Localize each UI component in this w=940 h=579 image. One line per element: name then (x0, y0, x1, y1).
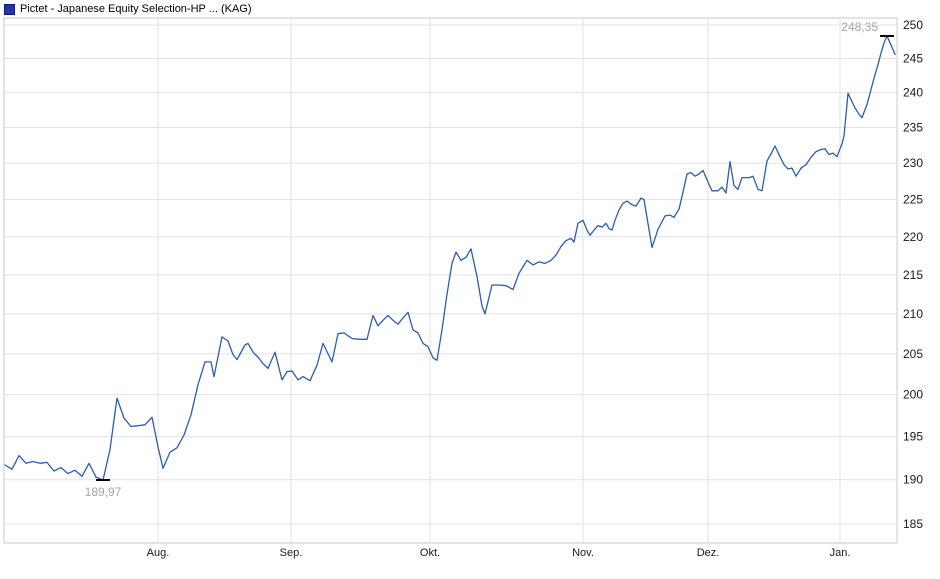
chart-header: Pictet - Japanese Equity Selection-HP ..… (0, 0, 940, 17)
low-annotation-label: 189,97 (85, 485, 122, 499)
y-axis-tick-label: 205 (903, 347, 923, 361)
y-axis-tick-label: 195 (903, 430, 923, 444)
y-axis-tick-label: 225 (903, 193, 923, 207)
plot-border (3, 17, 898, 544)
y-axis-tick-label: 235 (903, 121, 923, 135)
series-legend-marker-icon (4, 3, 15, 15)
x-axis-month-label: Jan. (830, 547, 851, 559)
y-axis-tick-label: 210 (903, 307, 923, 321)
y-axis-tick-label: 250 (903, 18, 923, 32)
high-annotation-label: 248,35 (841, 20, 878, 34)
chart-title: Pictet - Japanese Equity Selection-HP ..… (20, 2, 252, 15)
y-axis-tick-label: 185 (903, 517, 923, 531)
y-axis-tick-label: 245 (903, 51, 923, 65)
x-axis-month-label: Aug. (147, 547, 170, 559)
x-axis-month-label: Dez. (697, 547, 720, 559)
x-axis-month-label: Okt. (420, 547, 440, 559)
y-axis-tick-label: 230 (903, 156, 923, 170)
y-axis-tick-label: 200 (903, 388, 923, 402)
x-axis-month-label: Nov. (572, 547, 594, 559)
y-axis-tick-label: 215 (903, 268, 923, 282)
y-axis-tick-label: 190 (903, 473, 923, 487)
y-axis-tick-label: 240 (903, 86, 923, 100)
x-axis-month-label: Sep. (280, 547, 303, 559)
y-axis-tick-label: 220 (903, 230, 923, 244)
price-series-path (4, 35, 896, 481)
